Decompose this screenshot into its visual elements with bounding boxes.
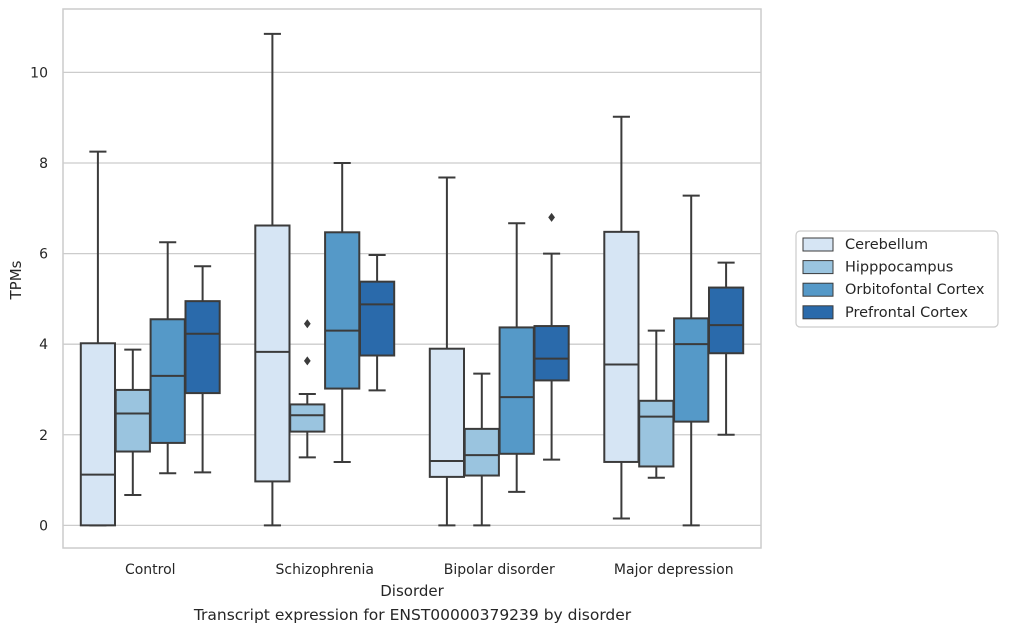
y-tick-label: 2	[39, 428, 48, 444]
box-groups	[79, 32, 745, 527]
y-axis-label: TPMs	[7, 260, 25, 300]
iqr-box	[114, 388, 151, 453]
box-orbitofontal-cortex	[498, 222, 535, 493]
outlier-point	[303, 319, 311, 329]
x-tick-label: Bipolar disorder	[444, 562, 555, 578]
box-hipppocampus	[114, 348, 151, 497]
box-cerebellum	[254, 32, 291, 527]
legend-swatch	[802, 305, 834, 320]
y-tick-label: 0	[39, 518, 48, 534]
box-prefrontal-cortex	[533, 212, 570, 461]
legend-swatch	[802, 282, 834, 297]
iqr-box	[463, 427, 500, 477]
box-prefrontal-cortex	[184, 265, 221, 474]
legend-swatch	[802, 260, 834, 275]
iqr-box	[673, 317, 710, 423]
iqr-box	[79, 342, 117, 527]
iqr-box	[603, 230, 640, 463]
y-tick-label: 4	[39, 337, 48, 353]
legend-label: Cerebellum	[845, 237, 928, 253]
box-cerebellum	[603, 115, 640, 520]
x-axis-label: Disorder	[380, 582, 444, 600]
legend-label: Orbitofontal Cortex	[845, 282, 985, 298]
box-hipppocampus	[638, 329, 675, 479]
box-hipppocampus	[463, 372, 500, 527]
legend-label: Hipppocampus	[845, 260, 953, 276]
legend-swatch	[802, 237, 834, 252]
box-cerebellum	[79, 150, 117, 527]
plot-frame	[62, 8, 762, 549]
x-tick-label: Control	[125, 562, 176, 578]
iqr-box	[149, 318, 186, 444]
y-tick-label: 8	[39, 156, 48, 172]
iqr-box	[428, 347, 466, 478]
box-cerebellum	[428, 176, 466, 527]
iqr-box	[533, 325, 570, 382]
iqr-box	[324, 231, 361, 390]
x-tick-labels: Control Schizophrenia Bipolar disorder Majo…	[125, 562, 734, 578]
box-prefrontal-cortex	[707, 261, 745, 436]
x-tick-label: Major depression	[614, 562, 734, 578]
box-prefrontal-cortex	[358, 253, 396, 392]
legend-frame	[795, 230, 999, 328]
outlier-point	[303, 356, 311, 366]
iqr-box	[638, 399, 675, 468]
iqr-box	[184, 300, 221, 395]
y-tick-labels: 0 2 4 6 8 10	[30, 65, 48, 534]
iqr-box	[358, 280, 396, 357]
iqr-box	[254, 224, 291, 483]
iqr-box	[707, 286, 745, 355]
box-orbitofontal-cortex	[324, 162, 361, 463]
box-hipppocampus	[289, 319, 326, 459]
chart-caption: Transcript expression for ENST0000037923…	[193, 606, 632, 624]
outlier-point	[548, 212, 555, 222]
legend: Cerebellum Hipppocampus Orbitofontal Corte…	[795, 230, 999, 328]
y-tick-label: 10	[30, 65, 48, 81]
x-tick-label: Schizophrenia	[276, 562, 374, 578]
box-orbitofontal-cortex	[673, 194, 710, 527]
box-orbitofontal-cortex	[149, 241, 186, 475]
iqr-box	[289, 403, 326, 433]
legend-label: Prefrontal Cortex	[845, 305, 968, 321]
iqr-box	[498, 326, 535, 455]
y-tick-label: 6	[39, 247, 48, 263]
